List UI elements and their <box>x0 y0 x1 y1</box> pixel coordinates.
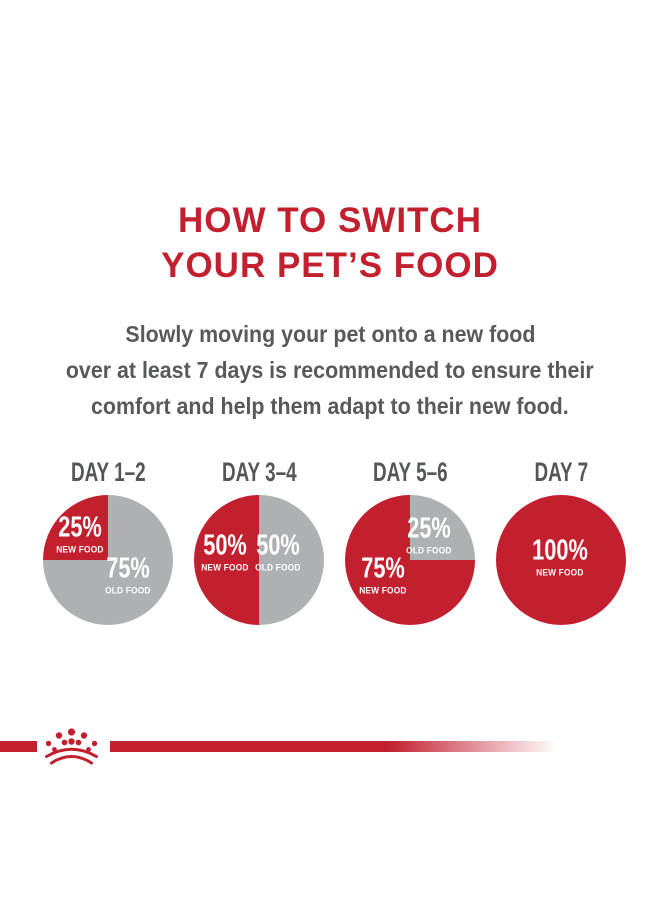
day-label: DAY 5–6 <box>372 457 448 487</box>
footer-red-band-left <box>0 741 37 752</box>
slice-label-old-food: 50% OLD FOOD <box>249 531 307 573</box>
day-label: DAY 7 <box>534 457 588 487</box>
page-title: HOW TO SWITCH YOUR PET’S FOOD <box>0 198 660 288</box>
day-label: DAY 1–2 <box>70 457 146 487</box>
slice-percent: 25% <box>407 512 451 545</box>
page-title-line-1: HOW TO SWITCH <box>178 201 482 240</box>
slice-sublabel: NEW FOOD <box>359 585 407 597</box>
slice-sublabel: OLD FOOD <box>255 562 301 574</box>
pie-group-day-5-6: DAY 5–6 25% OLD FOOD 75% NEW FOOD <box>335 458 485 625</box>
intro-paragraph: Slowly moving your pet onto a new food o… <box>0 316 660 424</box>
pie-chart-day-3-4: 50% NEW FOOD 50% OLD FOOD <box>194 495 324 625</box>
slice-label-new-food: 75% NEW FOOD <box>354 554 412 596</box>
slice-percent: 50% <box>203 529 247 562</box>
intro-line-3: comfort and help them adapt to their new… <box>91 393 569 419</box>
slice-sublabel: NEW FOOD <box>56 544 104 556</box>
day-label: DAY 3–4 <box>221 457 297 487</box>
slice-label-new-food: 25% NEW FOOD <box>51 513 109 555</box>
royal-canin-crown-icon <box>45 728 98 765</box>
pie-chart-day-1-2: 25% NEW FOOD 75% OLD FOOD <box>43 495 173 625</box>
slice-label-new-food: 100% NEW FOOD <box>523 536 597 578</box>
slice-sublabel: NEW FOOD <box>201 562 249 574</box>
slice-percent: 25% <box>58 511 102 544</box>
slice-percent: 75% <box>361 552 405 585</box>
pie-group-day-3-4: DAY 3–4 50% NEW FOOD 50% OLD FOOD <box>184 458 334 625</box>
pie-group-day-7: DAY 7 100% NEW FOOD <box>486 458 636 625</box>
intro-line-1: Slowly moving your pet onto a new food <box>125 321 535 347</box>
slice-sublabel: OLD FOOD <box>406 545 452 557</box>
slice-sublabel: NEW FOOD <box>536 567 584 579</box>
pie-group-day-1-2: DAY 1–2 25% NEW FOOD 75% OLD FOOD <box>33 458 183 625</box>
slice-label-new-food: 50% NEW FOOD <box>196 531 254 573</box>
slice-label-old-food: 75% OLD FOOD <box>99 554 157 596</box>
slice-percent: 75% <box>106 552 150 585</box>
footer-red-band-right <box>110 741 558 752</box>
pie-chart-day-5-6: 25% OLD FOOD 75% NEW FOOD <box>345 495 475 625</box>
slice-label-old-food: 25% OLD FOOD <box>400 514 458 556</box>
pie-chart-day-7: 100% NEW FOOD <box>496 495 626 625</box>
slice-percent: 100% <box>532 534 588 567</box>
slice-sublabel: OLD FOOD <box>105 585 151 597</box>
intro-line-2: over at least 7 days is recommended to e… <box>66 357 594 383</box>
page-title-line-2: YOUR PET’S FOOD <box>161 246 499 285</box>
slice-percent: 50% <box>256 529 300 562</box>
